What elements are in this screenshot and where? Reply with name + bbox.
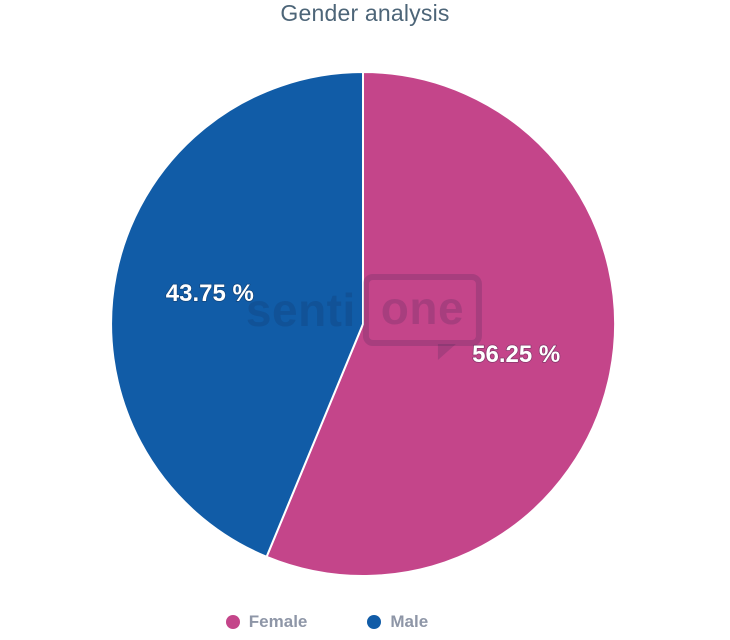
legend-label-male: Male [390, 612, 429, 631]
legend-item-female[interactable]: Female [225, 612, 308, 632]
legend-marker-female-icon [225, 615, 240, 629]
pie-slice-female[interactable] [265, 71, 617, 577]
chart-title: Gender analysis [280, 0, 450, 26]
slice-label-male: 43.75 % [166, 280, 254, 307]
legend-item-male[interactable]: Male [367, 612, 428, 632]
legend-marker-male-icon [367, 615, 382, 629]
legend-label-female: Female [248, 612, 308, 631]
legend: Female Male [0, 612, 692, 632]
slice-label-female: 56.25 % [472, 341, 560, 368]
pie-slice-male[interactable] [110, 71, 364, 558]
